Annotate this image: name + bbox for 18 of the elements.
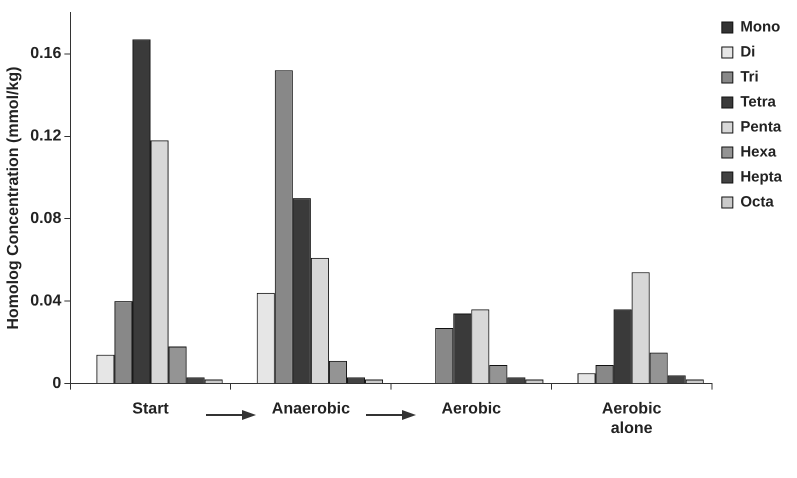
legend-label: Penta [740,118,782,136]
y-tick-label: 0 [52,375,62,392]
x-tick-label: Aerobic [441,400,502,418]
x-tick-label: Anaerobic [272,400,350,418]
y-tick-label: 0.12 [30,128,62,145]
y-axis-title: Homolog Concentration (mmol/kg) [5,66,22,330]
y-tick-label: 0.16 [30,45,62,62]
x-tick-label: Start [132,400,170,418]
legend-label: Tetra [740,94,777,111]
legend-label: Tri [740,68,759,86]
y-tick-label: 0.04 [30,292,62,310]
y-tick-label: 0.08 [30,210,62,228]
legend-label: Di [740,44,756,61]
x-tick-label: Aerobic alone [602,400,662,437]
legend-label: Hepta [740,168,783,186]
legend-label: Mono [740,18,780,36]
legend-label: Hexa [740,144,777,161]
legend-label: Octa [740,194,774,211]
